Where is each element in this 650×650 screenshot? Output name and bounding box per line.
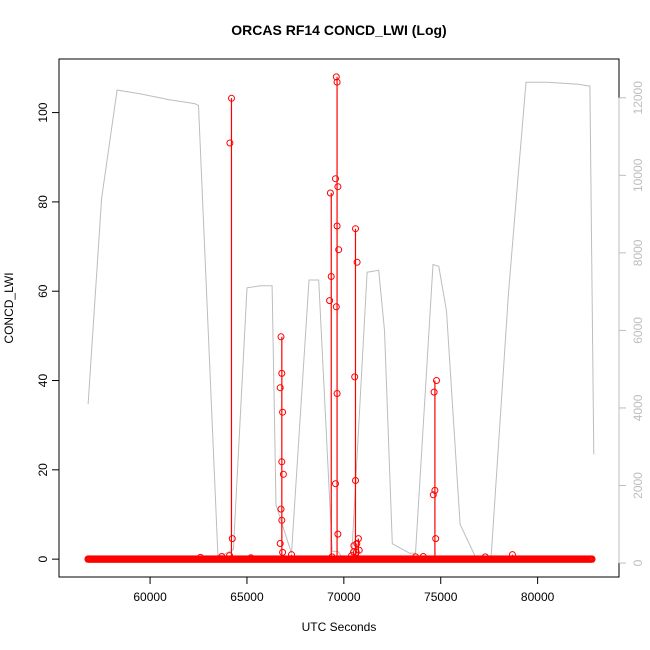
y-tick-label: 80 xyxy=(36,195,50,209)
data-point xyxy=(228,535,236,543)
altitude-line xyxy=(87,81,595,558)
data-point xyxy=(412,553,420,561)
y2-tick-label: 4000 xyxy=(631,394,645,421)
data-point xyxy=(508,551,516,559)
y-tick-label: 100 xyxy=(36,102,50,122)
data-point xyxy=(429,491,437,499)
chart-title: ORCAS RF14 CONCD_LWI (Log) xyxy=(231,22,446,38)
concd-series xyxy=(84,73,596,563)
data-point xyxy=(279,408,287,416)
data-point xyxy=(335,246,343,254)
y-axis-label: CONCD_LWI xyxy=(2,272,16,343)
x-tick-label: 80000 xyxy=(521,590,555,604)
data-point xyxy=(226,139,234,147)
data-point xyxy=(218,552,226,560)
data-point xyxy=(352,477,359,484)
data-point xyxy=(279,548,287,556)
y2-tick-label: 10000 xyxy=(631,158,645,192)
y-tick-label: 40 xyxy=(36,374,50,388)
data-point xyxy=(334,183,342,191)
data-point xyxy=(432,535,440,543)
data-point xyxy=(277,333,285,341)
data-point xyxy=(196,553,204,561)
x-tick-label: 60000 xyxy=(133,590,167,604)
y2-tick-label: 0 xyxy=(631,559,645,566)
y2-tick-label: 6000 xyxy=(631,317,645,344)
data-point xyxy=(419,552,427,560)
data-point xyxy=(228,555,235,563)
data-point xyxy=(279,470,287,478)
data-point xyxy=(354,535,362,543)
data-point xyxy=(278,516,286,524)
data-point xyxy=(332,73,340,81)
data-point xyxy=(355,546,363,554)
data-point xyxy=(326,189,334,197)
data-point xyxy=(332,303,340,311)
data-point xyxy=(276,540,284,547)
data-point xyxy=(354,555,362,563)
data-point xyxy=(431,486,439,494)
data-point xyxy=(430,388,438,396)
data-point xyxy=(278,555,286,563)
y-tick-label: 0 xyxy=(36,555,50,562)
data-point xyxy=(226,552,234,560)
data-point xyxy=(351,373,359,381)
y2-tick-label: 12000 xyxy=(631,81,645,115)
data-point xyxy=(334,530,342,538)
y-tick-label: 20 xyxy=(36,463,50,477)
data-point xyxy=(353,258,361,266)
data-point xyxy=(348,552,356,560)
data-point xyxy=(327,273,335,280)
data-point xyxy=(481,553,489,561)
data-point xyxy=(247,554,255,562)
data-point xyxy=(333,390,341,397)
data-point xyxy=(333,555,341,563)
data-point xyxy=(288,551,296,559)
data-point xyxy=(431,555,439,563)
axes: 60000 65000 70000 75000 80000 0 20 40 60 80 100 0 20… xyxy=(36,81,645,604)
data-point xyxy=(433,377,440,384)
x-tick-label: 70000 xyxy=(327,590,361,604)
y-tick-label: 60 xyxy=(36,284,50,298)
x-tick-label: 75000 xyxy=(424,590,458,604)
data-point xyxy=(332,175,339,183)
data-point xyxy=(278,458,286,466)
data-point xyxy=(228,94,235,102)
altitude-series xyxy=(87,81,595,558)
y2-tick-label: 8000 xyxy=(631,239,645,266)
data-point xyxy=(326,297,334,305)
x-tick-label: 65000 xyxy=(230,590,264,604)
data-point xyxy=(352,225,359,233)
y2-tick-label: 2000 xyxy=(631,472,645,499)
plot-frame xyxy=(58,58,620,578)
x-axis-label: UTC Seconds xyxy=(302,620,377,634)
data-point xyxy=(333,78,341,86)
data-point xyxy=(276,384,284,392)
data-point xyxy=(332,480,339,488)
data-point xyxy=(333,222,341,230)
data-point xyxy=(353,540,361,547)
data-point xyxy=(588,555,596,563)
data-point xyxy=(277,505,285,513)
data-point xyxy=(278,369,286,377)
